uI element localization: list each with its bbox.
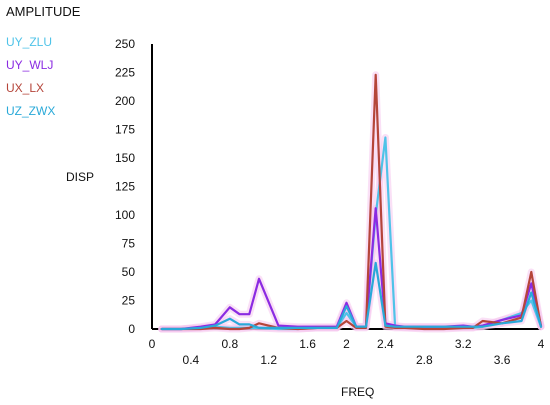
y-tick-label: 25 bbox=[122, 294, 136, 308]
legend-item-uy-wlj[interactable]: UY_WLJ bbox=[6, 58, 54, 72]
chart-title: AMPLITUDE bbox=[6, 4, 81, 19]
legend-item-ux-lx[interactable]: UX_LX bbox=[6, 81, 45, 95]
legend-item-uy-zlu[interactable]: UY_ZLU bbox=[6, 35, 53, 49]
series-glow-uy-zlu bbox=[158, 134, 545, 333]
x-tick-label: 0.4 bbox=[183, 353, 200, 367]
y-tick-label: 0 bbox=[128, 322, 135, 336]
legend-item-uz-zwx[interactable]: UZ_ZWX bbox=[6, 104, 56, 118]
x-tick-label: 0 bbox=[149, 337, 156, 351]
x-tick-label: 4 bbox=[538, 337, 545, 351]
series-line-ux-lx bbox=[160, 73, 543, 331]
y-tick-label: 50 bbox=[122, 265, 136, 279]
series-line-uz-zwx bbox=[160, 261, 543, 331]
series-line-uy-zlu bbox=[160, 136, 543, 331]
x-tick-label: 2.8 bbox=[416, 353, 433, 367]
y-axis-label: DISP bbox=[66, 170, 95, 184]
x-tick-label: 1.2 bbox=[260, 353, 277, 367]
x-tick-label: 3.2 bbox=[455, 337, 472, 351]
x-tick-label: 1.6 bbox=[299, 337, 316, 351]
series-glow-ux-lx bbox=[158, 71, 545, 333]
y-tick-label: 175 bbox=[115, 123, 135, 137]
x-axis-label: FREQ bbox=[341, 385, 375, 399]
x-tick-label: 3.6 bbox=[494, 353, 511, 367]
x-tick-label: 2 bbox=[343, 337, 350, 351]
y-tick-label: 125 bbox=[115, 180, 135, 194]
y-tick-label: 250 bbox=[115, 37, 135, 51]
y-tick-label: 75 bbox=[122, 237, 136, 251]
x-tick-label: 0.8 bbox=[221, 337, 238, 351]
y-tick-label: 200 bbox=[115, 94, 135, 108]
legend: UY_ZLU UY_WLJ UX_LX UZ_ZWX bbox=[6, 31, 55, 123]
y-tick-label: 150 bbox=[115, 151, 135, 165]
x-tick-label: 2.4 bbox=[377, 337, 394, 351]
y-tick-label: 225 bbox=[115, 66, 135, 80]
y-tick-label: 100 bbox=[115, 208, 135, 222]
